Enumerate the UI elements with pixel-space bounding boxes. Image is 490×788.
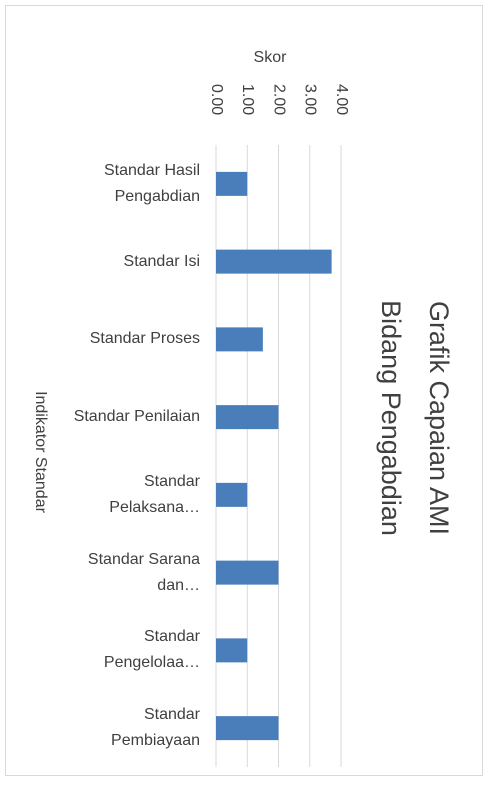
- y-tick-label: Standar Pembiayaan: [111, 706, 200, 750]
- x-tick-label: 0.00: [208, 84, 225, 115]
- y-tick-label: Standar Pelaksana…: [109, 472, 200, 516]
- y-tick-label: Standar Pengelolaa…: [103, 628, 200, 672]
- x-tick-label: 2.00: [270, 84, 287, 115]
- bar: [216, 716, 279, 741]
- y-tick-label: Standar Proses: [89, 330, 200, 348]
- bar: [216, 638, 248, 663]
- bar: [216, 560, 279, 585]
- x-axis-label: Skor: [254, 49, 288, 66]
- y-tick-label: Standar Isi: [123, 252, 200, 270]
- bar: [216, 482, 248, 507]
- bar: [216, 327, 263, 352]
- x-tick-label: 4.00: [333, 84, 350, 115]
- bar: [216, 171, 248, 196]
- x-tick-label: 1.00: [239, 84, 256, 115]
- bar: [216, 249, 332, 274]
- bar: [216, 405, 279, 430]
- chart-title: Grafik Capaian AMI Bidang Pengabdian: [376, 300, 454, 536]
- y-axis-label: Indikator Standar: [32, 391, 49, 513]
- y-tick-label: Standar Penilaian: [73, 408, 200, 426]
- y-tick-label: Standar Hasil Pengabdian: [103, 161, 200, 205]
- y-tick-label: Standar Sarana dan…: [87, 550, 200, 594]
- x-tick-label: 3.00: [302, 84, 319, 115]
